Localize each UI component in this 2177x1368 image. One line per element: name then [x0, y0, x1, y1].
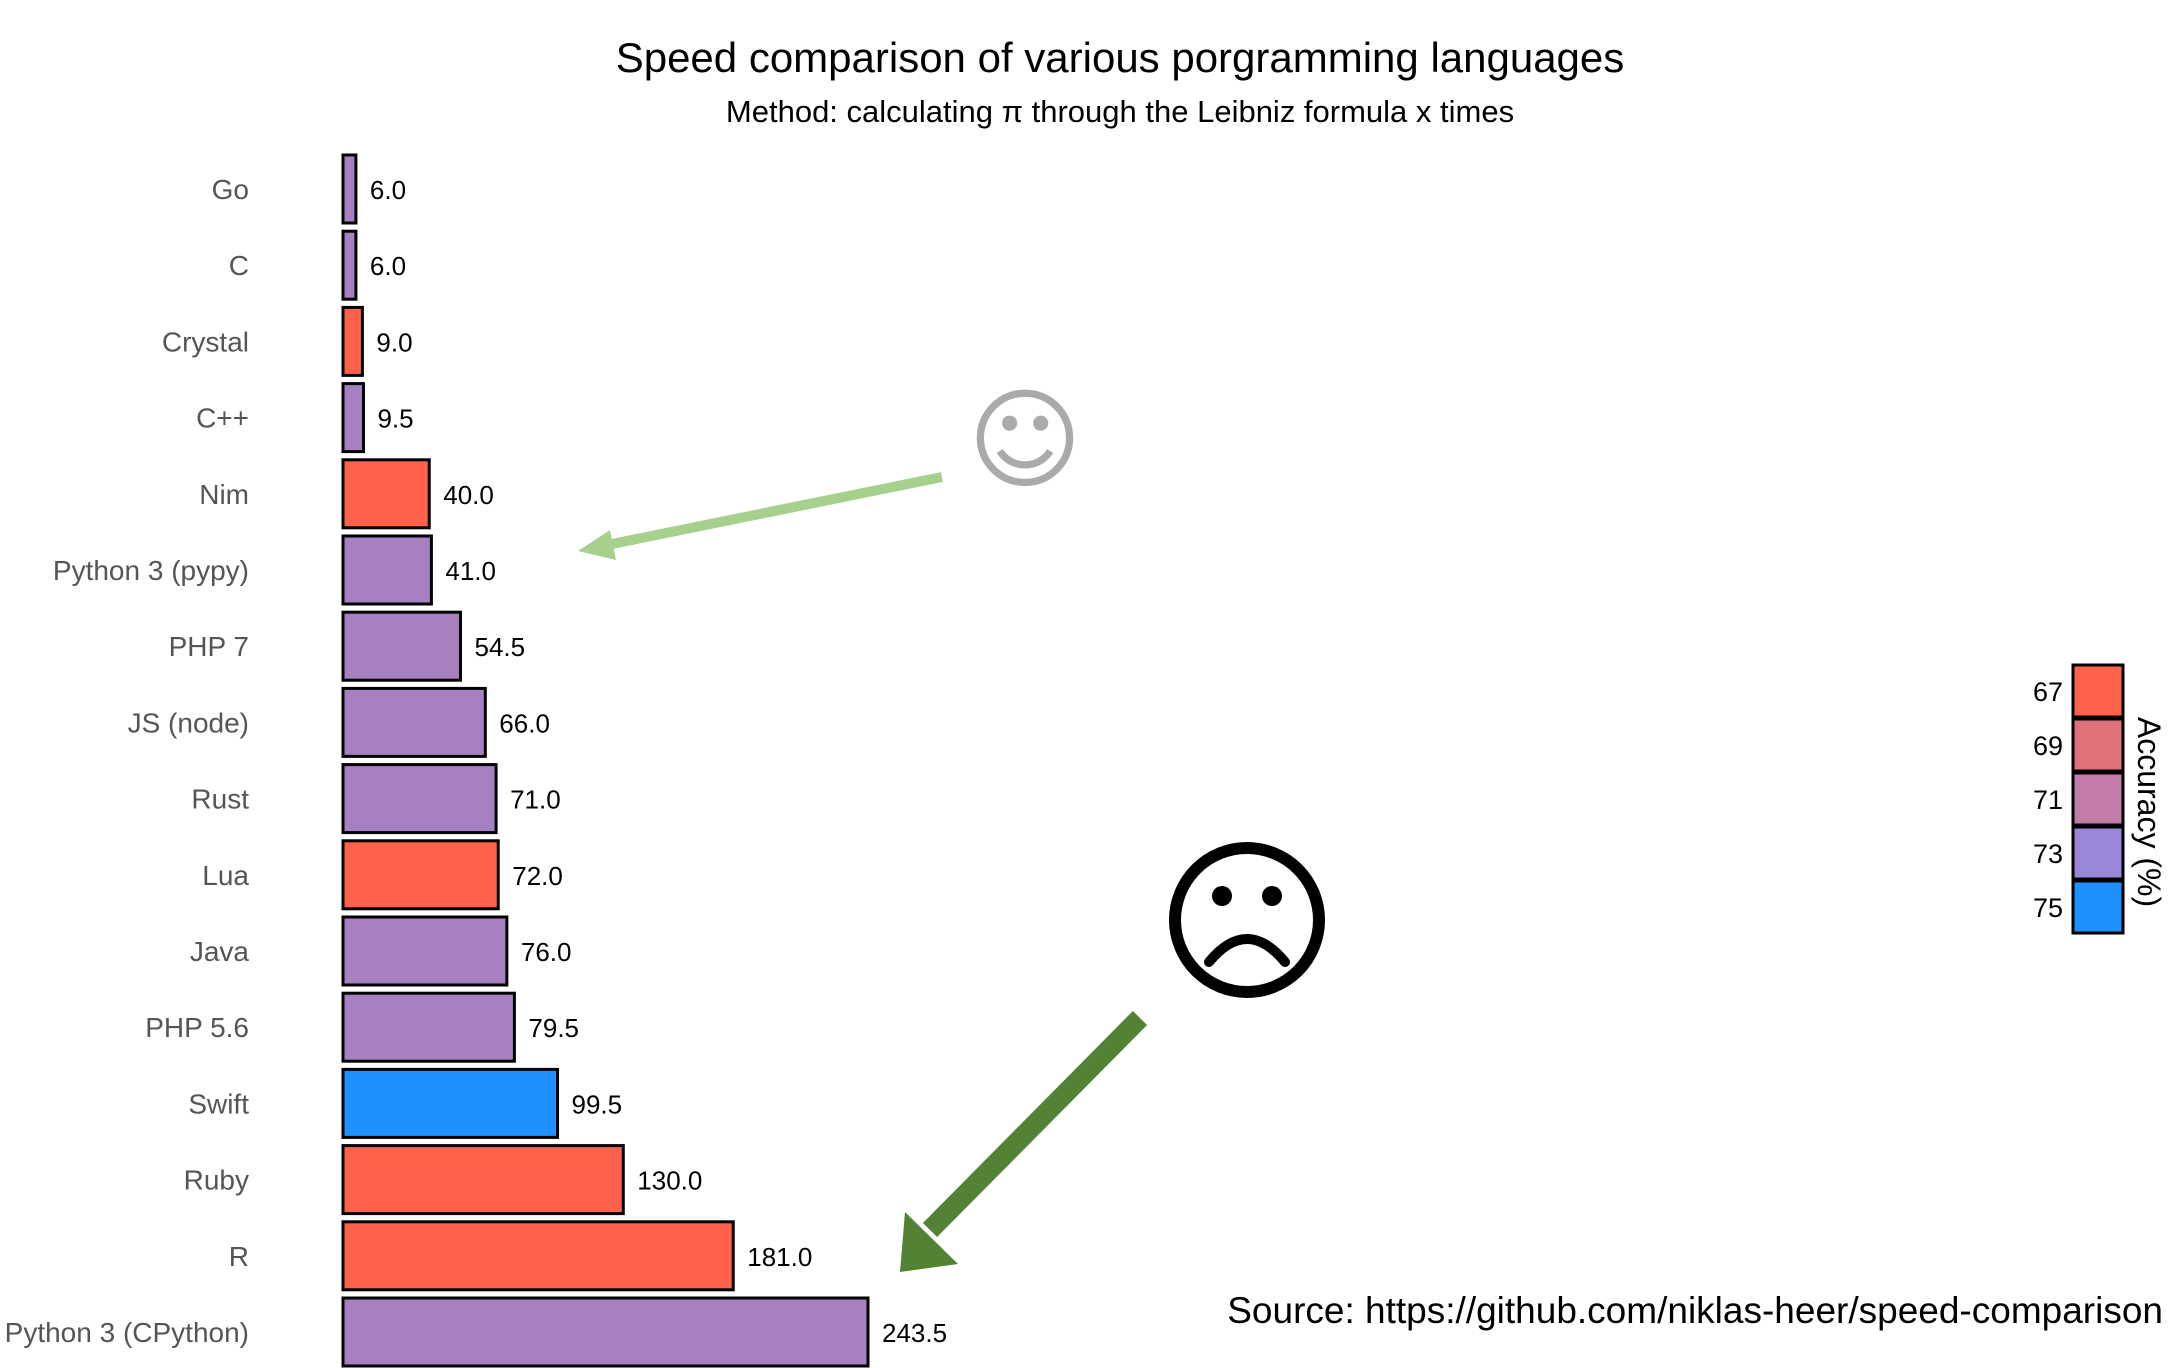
value-label: 99.5	[572, 1089, 623, 1119]
bar-python-3-pypy	[341, 534, 433, 606]
value-label: 54.5	[475, 632, 526, 662]
category-label: Rust	[191, 784, 249, 815]
value-label: 79.5	[528, 1013, 579, 1043]
value-label: 66.0	[499, 708, 550, 738]
value-label: 6.0	[370, 175, 406, 205]
bar-php-7	[341, 610, 463, 682]
category-label: JS (node)	[128, 707, 249, 738]
category-label: Java	[190, 936, 250, 967]
chart-title: Speed comparison of various porgramming …	[616, 34, 1625, 81]
value-label: 130.0	[637, 1166, 702, 1196]
value-labels: 6.0 6.0 9.0 9.5 40.0 41.0 54.5 66.0 71.0 72.0 76.0…	[370, 175, 947, 1348]
sad-face-icon	[1169, 842, 1325, 998]
source-note: Source: https://github.com/niklas-heer/s…	[1227, 1290, 2163, 1331]
bar-ruby	[341, 1144, 625, 1216]
category-label: R	[229, 1241, 249, 1272]
category-label: Python 3 (pypy)	[53, 555, 249, 586]
value-label: 41.0	[445, 556, 496, 586]
category-label: Go	[212, 174, 249, 205]
legend-swatch	[2071, 663, 2125, 719]
legend-tick-label: 69	[2033, 731, 2063, 761]
happy-arrow	[578, 472, 943, 560]
category-label: Crystal	[162, 326, 249, 357]
value-label: 243.5	[882, 1318, 947, 1348]
bar-r	[341, 1220, 735, 1292]
legend-tick-label: 73	[2033, 839, 2063, 869]
value-label: 71.0	[510, 785, 561, 815]
happy-face-icon: ☺	[968, 376, 1083, 504]
category-label: Python 3 (CPython)	[5, 1317, 249, 1348]
legend-swatch	[2071, 717, 2125, 773]
value-label: 6.0	[370, 251, 406, 281]
bar-crystal	[341, 305, 364, 377]
legend-swatch	[2071, 879, 2125, 935]
legend-tick-label: 67	[2033, 677, 2063, 707]
bar-swift	[341, 1067, 560, 1139]
category-label: Nim	[199, 479, 249, 510]
category-label: C	[229, 250, 249, 281]
legend-swatch	[2071, 825, 2125, 881]
value-label: 76.0	[521, 937, 572, 967]
bar-python-3-cpython	[341, 1296, 870, 1368]
value-label: 72.0	[512, 861, 563, 891]
value-label: 9.5	[377, 404, 413, 434]
category-label: Swift	[188, 1088, 249, 1119]
category-label: Ruby	[184, 1165, 249, 1196]
legend-tick-label: 71	[2033, 785, 2063, 815]
legend-title: Accuracy (%)	[2131, 717, 2167, 907]
sad-arrow	[900, 1010, 1148, 1272]
category-label: Lua	[202, 860, 249, 891]
bar-nim	[341, 458, 431, 530]
value-label: 40.0	[443, 480, 494, 510]
bar-c	[341, 382, 365, 454]
bar-java	[341, 915, 509, 987]
legend-swatch	[2071, 771, 2125, 827]
category-label: PHP 5.6	[145, 1012, 249, 1043]
bar-lua	[341, 839, 500, 911]
bar-js-node	[341, 686, 487, 758]
bar-c	[341, 229, 358, 301]
bar-rust	[341, 763, 498, 835]
value-label: 181.0	[747, 1242, 812, 1272]
category-label: C++	[196, 403, 249, 434]
chart-subtitle: Method: calculating π through the Leibni…	[726, 94, 1514, 129]
bar-go	[341, 153, 358, 225]
bar-group	[341, 153, 870, 1368]
value-label: 9.0	[376, 327, 412, 357]
category-labels: Go C Crystal C++ Nim Python 3 (pypy) PHP 7 JS (…	[5, 174, 250, 1348]
bar-php-5-6	[341, 991, 516, 1063]
category-label: PHP 7	[169, 631, 249, 662]
legend: 67 69 71 73 75	[2033, 663, 2125, 935]
legend-tick-label: 75	[2033, 893, 2063, 923]
